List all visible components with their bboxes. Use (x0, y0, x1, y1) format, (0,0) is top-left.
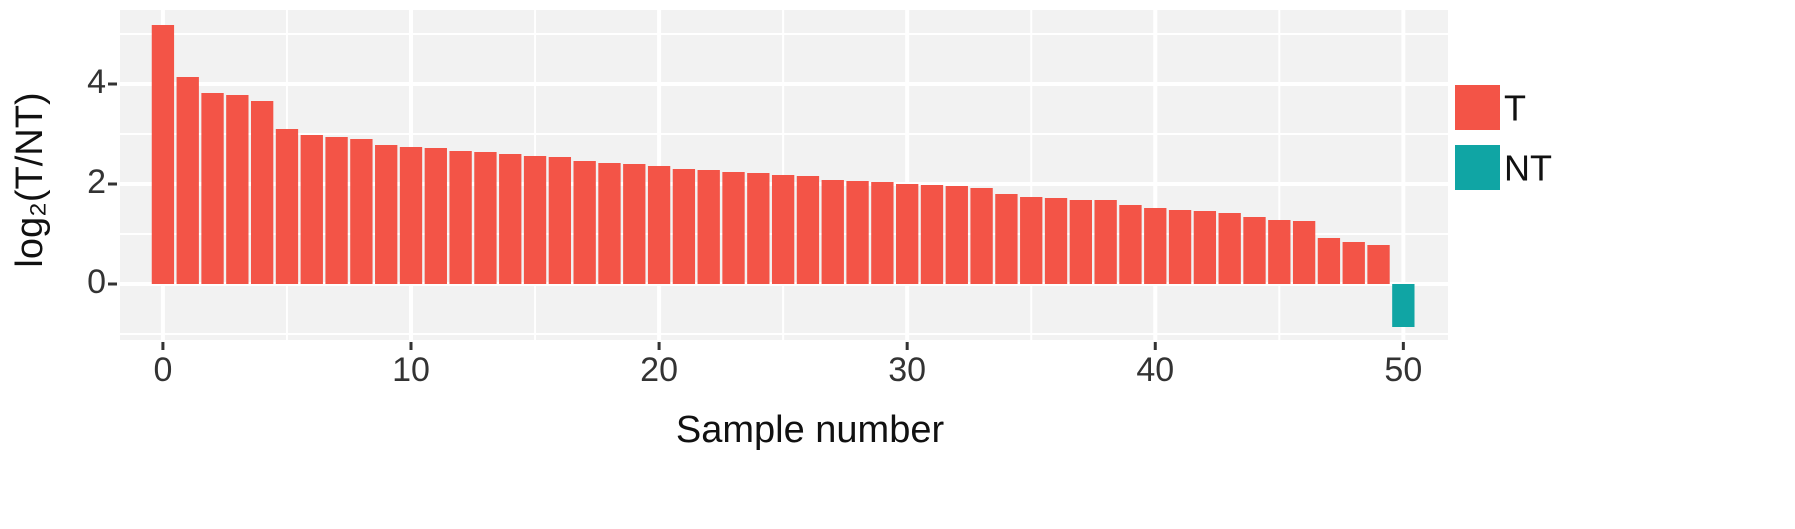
bar (747, 173, 770, 284)
bar (1044, 198, 1068, 284)
bar (226, 95, 249, 284)
bar (623, 164, 646, 284)
bar (474, 152, 497, 284)
bar (821, 180, 844, 284)
bar (1193, 211, 1217, 284)
bar (499, 154, 522, 284)
bar (722, 172, 745, 284)
legend-label: NT (1504, 148, 1552, 189)
bar (325, 137, 348, 284)
bar (647, 166, 671, 284)
bar (375, 145, 398, 284)
bar (449, 151, 472, 284)
bar (424, 148, 447, 284)
x-tick-label: 10 (392, 351, 430, 389)
bar (970, 188, 993, 284)
bar (176, 77, 199, 284)
bar (896, 184, 919, 284)
bar (399, 147, 423, 284)
bar (523, 156, 547, 284)
bars (151, 25, 1415, 327)
bar (1317, 238, 1341, 284)
bar (1218, 213, 1241, 284)
legend-swatch (1455, 85, 1500, 130)
bar (350, 139, 373, 284)
y-axis-title: log₂(T/NT) (9, 92, 51, 267)
bar (1168, 210, 1192, 284)
y-tick-label: 4 (87, 63, 106, 101)
bar (697, 170, 720, 284)
bar (1392, 284, 1415, 327)
x-tick-label: 30 (888, 351, 926, 389)
bar (1020, 197, 1043, 284)
bar (573, 161, 596, 284)
y-tick-label: 0 (87, 263, 106, 301)
legend-swatch (1455, 145, 1500, 190)
bar (1119, 205, 1142, 284)
bar (598, 163, 621, 284)
x-tick-label: 0 (153, 351, 172, 389)
bar (945, 186, 968, 284)
x-axis-title: Sample number (676, 409, 945, 451)
bar (796, 176, 820, 284)
x-tick-label: 20 (640, 351, 678, 389)
bar (275, 129, 299, 284)
bar (995, 194, 1018, 284)
bar (920, 185, 944, 284)
bar (771, 175, 795, 284)
bar (250, 101, 274, 284)
bar (548, 157, 572, 284)
bar (1342, 242, 1365, 284)
bar (1243, 217, 1266, 284)
x-tick-label: 40 (1136, 351, 1174, 389)
bar (300, 135, 323, 284)
bar (846, 181, 869, 284)
x-tick-label: 50 (1384, 351, 1422, 389)
bar (871, 182, 894, 284)
bar (1292, 221, 1316, 284)
bar (1268, 220, 1291, 284)
bar (201, 93, 224, 284)
bar (1367, 245, 1390, 284)
legend-label: T (1504, 88, 1526, 129)
bar (1144, 208, 1167, 284)
y-tick-label: 2 (87, 163, 106, 201)
bar (1094, 200, 1117, 284)
bar (151, 25, 175, 284)
bar (1069, 200, 1092, 284)
bar (672, 169, 696, 284)
